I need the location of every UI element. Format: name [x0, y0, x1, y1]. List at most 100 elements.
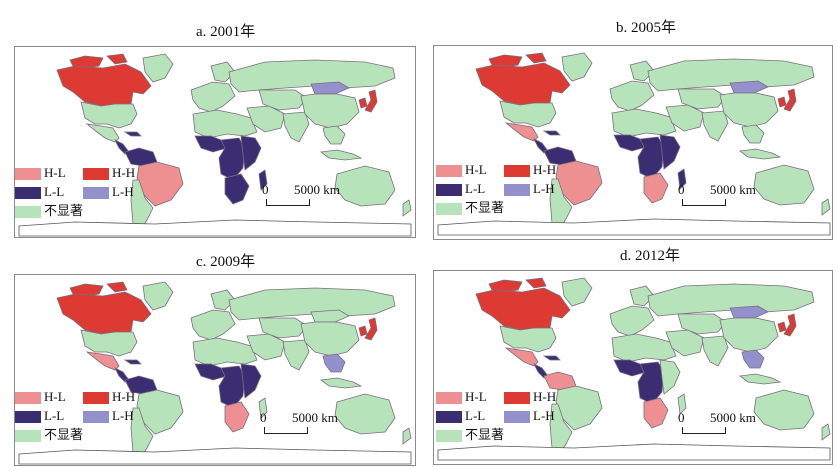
region-seAsia	[741, 124, 765, 144]
legend-item-ll: L-L	[436, 181, 485, 197]
world-map-svg	[18, 53, 412, 237]
legend-item-ll: L-L	[436, 408, 485, 424]
region-russia	[647, 283, 815, 317]
region-usa	[80, 329, 138, 357]
region-madagascar	[258, 169, 268, 191]
region-arctic	[69, 53, 128, 69]
region-antarctica	[18, 219, 412, 237]
region-southAfrica	[224, 401, 250, 433]
region-russia	[647, 58, 815, 92]
region-australia	[753, 389, 815, 431]
region-mexico	[504, 347, 539, 367]
region-northAmerica	[475, 287, 571, 331]
legend-item-hh: H-H	[504, 389, 556, 405]
region-korea	[777, 321, 787, 333]
region-southSA	[130, 407, 154, 461]
region-mongolia	[729, 80, 769, 94]
legend-item-lh: L-H	[504, 408, 555, 424]
region-india	[282, 339, 310, 371]
region-usa	[499, 325, 557, 353]
legend-label-ns: 不显著	[44, 427, 84, 442]
region-northAfrica	[192, 109, 258, 139]
region-indonesia	[738, 148, 782, 160]
region-antarctica	[437, 218, 831, 236]
region-russia	[228, 59, 396, 93]
region-indonesia	[319, 149, 363, 161]
region-southSA	[549, 403, 573, 457]
swatch-hh	[504, 165, 530, 178]
region-northAmerica	[56, 63, 152, 107]
region-westAfrica	[613, 134, 647, 152]
world-map-svg	[437, 277, 831, 461]
scale-zero-label: 0	[262, 182, 269, 197]
region-newZealand	[821, 198, 831, 216]
map-panel-b	[433, 45, 833, 240]
region-indonesia	[319, 377, 363, 389]
region-europe	[609, 305, 655, 337]
swatch-hl	[436, 165, 462, 178]
region-greenland	[561, 52, 593, 82]
region-japan	[783, 313, 797, 337]
swatch-hh	[83, 168, 109, 181]
region-seAsia	[741, 349, 765, 369]
legend-label-hh: H-H	[112, 389, 136, 404]
scale-zero-label: 0	[260, 410, 267, 425]
region-europe	[190, 309, 236, 341]
scale-line	[682, 427, 726, 434]
swatch-ns	[436, 203, 462, 216]
panel-a-title: a. 2001年	[196, 24, 256, 40]
legend-item-lh: L-H	[83, 184, 134, 200]
legend-label-hh: H-H	[533, 389, 557, 404]
legend-item-ns: 不显著	[15, 203, 83, 219]
region-madagascar	[258, 397, 268, 419]
swatch-lh	[504, 184, 530, 197]
region-centralAsia	[677, 88, 727, 110]
legend-label-lh: L-H	[112, 408, 134, 423]
legend-item-ll: L-L	[15, 184, 64, 200]
legend-label-hl: H-L	[465, 162, 487, 177]
region-japan	[783, 88, 797, 112]
region-seAsia	[322, 353, 346, 373]
map-panel-d	[433, 270, 833, 465]
region-china	[719, 92, 779, 128]
region-caribbean	[123, 131, 142, 137]
region-korea	[777, 96, 787, 108]
swatch-ns	[15, 430, 41, 443]
legend-label-ns: 不显著	[44, 203, 84, 218]
region-japan	[364, 89, 378, 113]
region-australia	[334, 393, 396, 435]
panel-c-title: c. 2009年	[196, 254, 256, 270]
region-southSA	[549, 178, 573, 232]
scale-distance-label: 5000 km	[710, 410, 756, 425]
legend-item-hh: H-H	[504, 162, 556, 178]
legend-item-lh: L-H	[83, 408, 134, 424]
region-newZealand	[821, 423, 831, 441]
scale-distance-label: 5000 km	[710, 182, 756, 197]
region-india	[282, 111, 310, 143]
region-caribbean	[542, 355, 561, 361]
legend-item-hl: H-L	[15, 389, 66, 405]
region-arctic	[69, 281, 128, 297]
legend-label-lh: L-H	[112, 184, 134, 199]
region-seAsia	[322, 125, 346, 145]
region-australia	[334, 165, 396, 207]
region-mexico	[85, 123, 120, 143]
region-caribbean	[542, 130, 561, 136]
region-eastAfrica	[240, 363, 262, 399]
region-indonesia	[738, 373, 782, 385]
region-madagascar	[677, 393, 687, 415]
legend-item-ns: 不显著	[15, 427, 83, 443]
legend-label-hh: H-H	[533, 162, 557, 177]
world-map-svg	[437, 52, 831, 236]
legend-label-lh: L-H	[533, 181, 555, 196]
legend-item-ns: 不显著	[436, 427, 504, 443]
region-newZealand	[402, 427, 412, 445]
legend-label-ll: L-L	[465, 408, 486, 423]
region-northAfrica	[611, 108, 677, 138]
region-greenland	[142, 281, 174, 311]
scale-line	[264, 427, 308, 434]
region-china	[719, 317, 779, 353]
region-mexico	[504, 122, 539, 142]
region-india	[701, 335, 729, 367]
region-southAfrica	[643, 397, 669, 429]
